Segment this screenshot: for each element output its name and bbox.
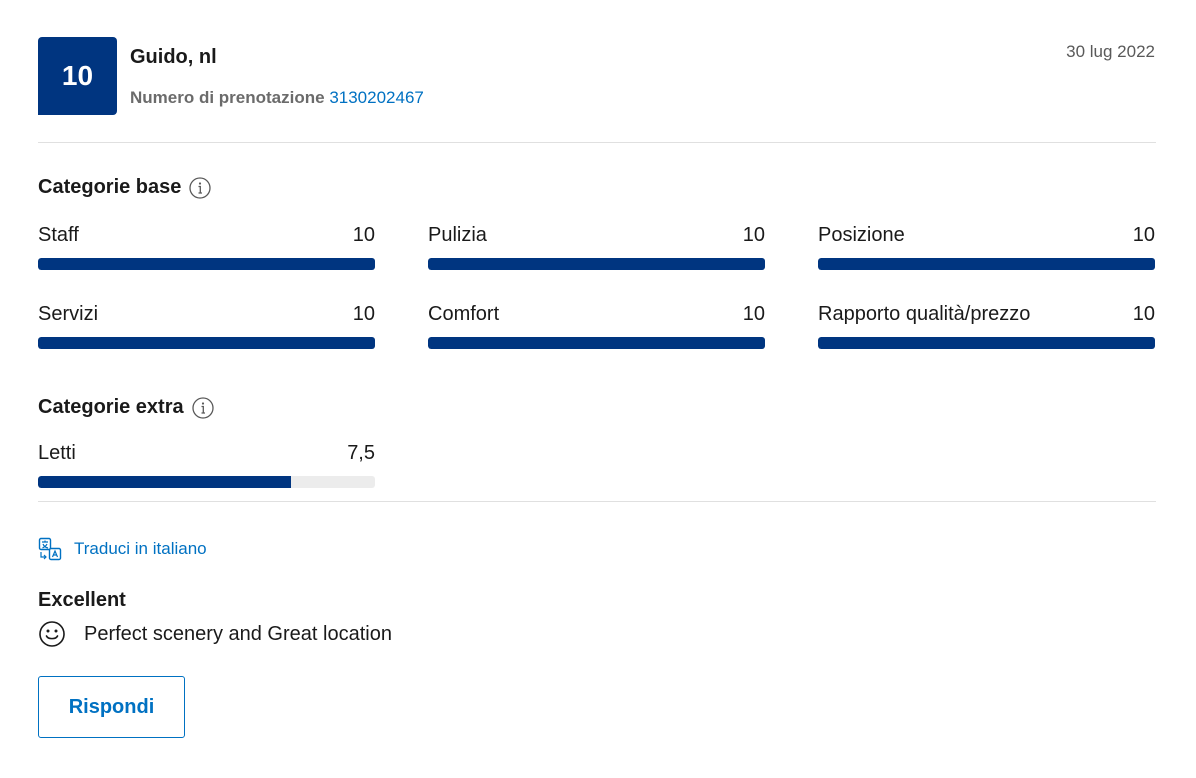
info-icon[interactable] bbox=[189, 176, 212, 199]
reviewer-name: Guido, nl bbox=[130, 46, 217, 68]
category-posizione: Posizione 10 bbox=[818, 222, 1155, 270]
reply-button[interactable]: Rispondi bbox=[38, 676, 185, 738]
category-label: Letti bbox=[38, 442, 76, 464]
category-label: Servizi bbox=[38, 303, 99, 325]
score-bar bbox=[38, 476, 375, 488]
category-label: Staff bbox=[38, 224, 79, 246]
category-pulizia: Pulizia 10 bbox=[428, 222, 765, 270]
category-label: Pulizia bbox=[428, 224, 487, 246]
category-servizi: Servizi 10 bbox=[38, 301, 375, 349]
review-positive-text: Perfect scenery and Great location bbox=[84, 622, 392, 645]
category-letti: Letti 7,5 bbox=[38, 440, 375, 488]
score-bar bbox=[818, 258, 1155, 270]
score-bar-fill bbox=[818, 337, 1155, 349]
review-positive: Perfect scenery and Great location bbox=[38, 620, 392, 648]
review-date: 30 lug 2022 bbox=[1066, 42, 1155, 61]
score-bar-fill bbox=[428, 258, 765, 270]
score-bar bbox=[428, 258, 765, 270]
base-categories-title: Categorie base bbox=[38, 176, 212, 199]
category-label: Comfort bbox=[428, 303, 500, 325]
score-bar bbox=[38, 258, 375, 270]
score-bar bbox=[38, 337, 375, 349]
review-title: Excellent bbox=[38, 589, 126, 611]
score-bar bbox=[818, 337, 1155, 349]
translate-icon bbox=[38, 537, 62, 561]
info-icon[interactable] bbox=[191, 396, 214, 419]
categories-divider bbox=[38, 501, 1156, 502]
booking-number-link[interactable]: 3130202467 bbox=[329, 88, 424, 107]
category-value: 10 bbox=[742, 303, 765, 325]
category-label: Rapporto qualità/prezzo bbox=[818, 303, 1031, 325]
score-bar-fill bbox=[38, 337, 375, 349]
category-value: 10 bbox=[352, 224, 375, 246]
score-bar-fill bbox=[38, 258, 375, 270]
extra-categories-title-text: Categorie extra bbox=[38, 396, 184, 418]
score-bar-fill bbox=[38, 476, 291, 488]
translate-link[interactable]: Traduci in italiano bbox=[38, 537, 207, 561]
category-value: 10 bbox=[1132, 303, 1155, 325]
extra-categories-title: Categorie extra bbox=[38, 396, 214, 419]
translate-label: Traduci in italiano bbox=[74, 539, 207, 558]
category-comfort: Comfort 10 bbox=[428, 301, 765, 349]
category-value: 7,5 bbox=[347, 442, 375, 464]
score-bar-fill bbox=[818, 258, 1155, 270]
score-badge: 10 bbox=[38, 37, 117, 115]
score-bar-fill bbox=[428, 337, 765, 349]
category-value: 10 bbox=[742, 224, 765, 246]
smiley-icon bbox=[39, 621, 65, 647]
score-bar bbox=[428, 337, 765, 349]
category-value: 10 bbox=[352, 303, 375, 325]
booking-label: Numero di prenotazione bbox=[130, 88, 325, 107]
category-label: Posizione bbox=[818, 224, 905, 246]
header-divider bbox=[38, 142, 1156, 143]
category-value: 10 bbox=[1132, 224, 1155, 246]
category-staff: Staff 10 bbox=[38, 222, 375, 270]
booking-info: Numero di prenotazione 3130202467 bbox=[130, 88, 424, 108]
category-rapporto-qualita-prezzo: Rapporto qualità/prezzo 10 bbox=[818, 301, 1155, 349]
base-categories-title-text: Categorie base bbox=[38, 176, 182, 198]
